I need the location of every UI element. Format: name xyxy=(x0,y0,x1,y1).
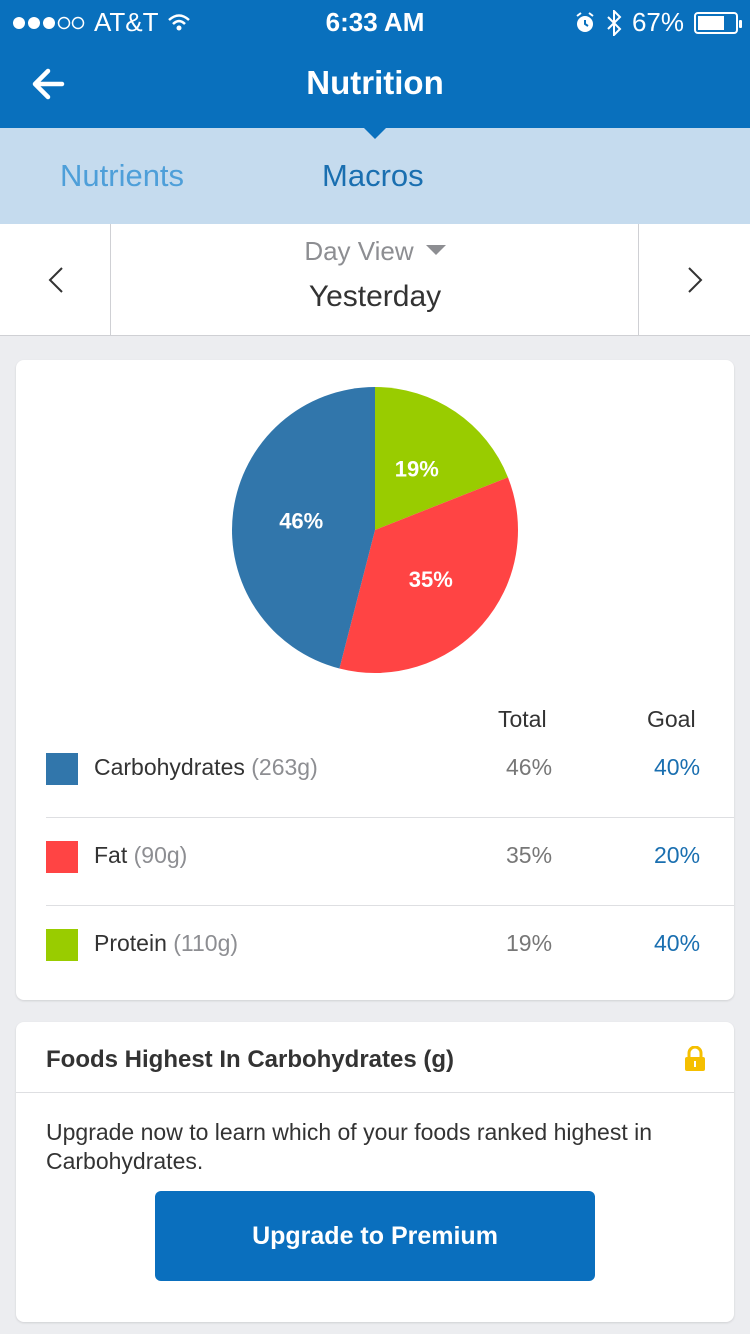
tab-nutrients[interactable]: Nutrients xyxy=(60,158,185,193)
pie-slice-carbohydrates xyxy=(232,387,375,669)
macro-row-carbohydrates[interactable]: Carbohydrates (263g) 46% 40% xyxy=(46,730,734,818)
macro-total: 19% xyxy=(506,930,553,956)
status-left: AT&T xyxy=(12,7,191,38)
date-selector: Day View Yesterday xyxy=(0,224,750,336)
chevron-left-icon xyxy=(48,267,63,293)
macros-pie-chart: 19% 35% 46% xyxy=(232,387,518,673)
macro-label: Protein (110g) xyxy=(94,930,238,957)
pie-slice-protein xyxy=(375,387,508,530)
bluetooth-icon xyxy=(607,9,622,36)
goal-column-header: Goal xyxy=(647,706,696,732)
pie-label-fat: 35% xyxy=(409,567,453,592)
macro-total: 46% xyxy=(506,754,553,780)
macro-name: Fat xyxy=(94,842,128,868)
page-title: Nutrition xyxy=(306,64,444,101)
battery-icon xyxy=(694,11,742,34)
upgrade-premium-button[interactable]: Upgrade to Premium xyxy=(155,1191,595,1281)
back-arrow-icon[interactable] xyxy=(28,62,72,106)
top-bar: AT&T 6:33 AM 67% Nutrition xyxy=(0,0,750,128)
macro-name: Carbohydrates xyxy=(94,754,245,780)
next-day-button[interactable] xyxy=(638,224,750,336)
view-dropdown-label: Day View xyxy=(304,236,414,266)
selected-date: Yesterday xyxy=(308,280,442,313)
divider xyxy=(16,1092,734,1093)
pie-label-protein: 19% xyxy=(395,456,439,481)
pie-slice-fat xyxy=(339,477,518,673)
tab-bar: Nutrients Macros xyxy=(0,128,750,224)
macro-label: Carbohydrates (263g) xyxy=(94,754,318,781)
status-bar: AT&T 6:33 AM 67% xyxy=(0,0,750,40)
macro-name: Protein xyxy=(94,930,167,956)
macro-total: 35% xyxy=(506,842,553,868)
macro-grams: (90g) xyxy=(133,842,188,868)
carrier-label: AT&T xyxy=(94,7,159,37)
status-right: 67% xyxy=(574,7,742,38)
protein-swatch xyxy=(46,929,78,961)
view-dropdown[interactable]: Day View xyxy=(0,236,750,267)
wifi-icon xyxy=(167,13,190,30)
signal-icon xyxy=(13,16,85,29)
pie-label-carbohydrates: 46% xyxy=(279,509,323,534)
fat-swatch xyxy=(46,841,78,873)
caret-down-icon xyxy=(425,245,446,256)
foods-highest-card: Foods Highest In Carbohydrates (g) Upgra… xyxy=(16,1022,734,1322)
macro-label: Fat (90g) xyxy=(94,842,187,869)
carbohydrates-swatch xyxy=(46,753,78,785)
macro-grams: (263g) xyxy=(251,754,318,780)
tab-macros[interactable]: Macros xyxy=(322,158,424,193)
macro-row-fat[interactable]: Fat (90g) 35% 20% xyxy=(46,818,734,906)
battery-percent: 67% xyxy=(631,7,684,37)
chevron-right-icon xyxy=(688,267,703,293)
status-time: 6:33 AM xyxy=(325,7,425,37)
foods-card-title: Foods Highest In Carbohydrates (g) xyxy=(46,1046,455,1073)
active-tab-indicator xyxy=(363,127,387,139)
macros-card: 19% 35% 46% Total Goal Carbohydrates (263g… xyxy=(16,360,734,1000)
macro-goal: 40% xyxy=(654,930,701,956)
upgrade-message: Upgrade now to learn which of your foods… xyxy=(46,1119,653,1174)
macro-goal: 20% xyxy=(654,842,701,868)
previous-day-button[interactable] xyxy=(0,224,111,336)
macro-goal: 40% xyxy=(654,754,701,780)
total-column-header: Total xyxy=(498,706,547,732)
alarm-icon xyxy=(576,11,594,32)
macro-grams: (110g) xyxy=(173,930,239,956)
macro-row-protein[interactable]: Protein (110g) 19% 40% xyxy=(46,906,734,994)
lock-icon xyxy=(685,1046,705,1071)
